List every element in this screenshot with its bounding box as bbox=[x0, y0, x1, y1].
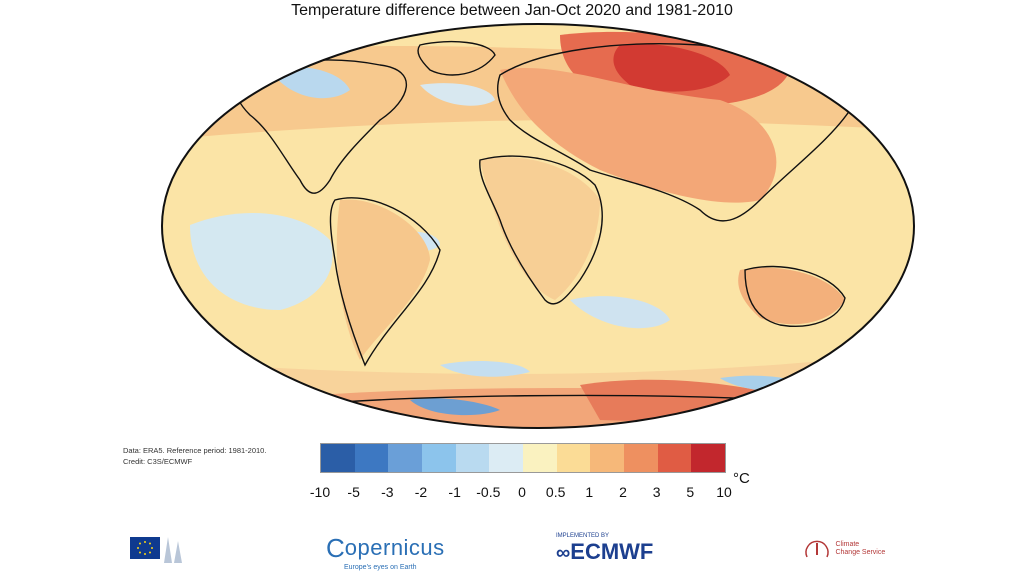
legend-swatch bbox=[691, 444, 726, 472]
north-america-outline bbox=[233, 59, 408, 194]
copernicus-tagline: Europe's eyes on Earth bbox=[344, 564, 417, 571]
ecmwf-logo: IMPLEMENTED BY ∞ECMWF bbox=[556, 533, 653, 565]
ecmwf-implemented-by: IMPLEMENTED BY bbox=[556, 533, 610, 539]
legend-swatch bbox=[657, 444, 692, 472]
color-legend bbox=[320, 443, 726, 473]
logo-bar: Copernicus Europe's eyes on Earth IMPLEM… bbox=[0, 525, 1024, 576]
south-america-outline bbox=[329, 197, 441, 367]
south-america bbox=[336, 199, 430, 360]
copernicus-c-icon: C bbox=[326, 533, 345, 563]
eurasia-warm bbox=[500, 67, 777, 203]
legend-tick-label: 0.5 bbox=[545, 484, 566, 500]
map-title: Temperature difference between Jan-Oct 2… bbox=[291, 2, 733, 19]
legend-swatch bbox=[523, 444, 557, 472]
copernicus-name: opernicus bbox=[344, 535, 445, 560]
siberia-core bbox=[613, 44, 730, 92]
temperature-anomaly-map bbox=[161, 23, 915, 429]
legend-tick-label: -5 bbox=[347, 484, 360, 500]
legend-swatch bbox=[354, 444, 389, 472]
legend-tick-label: -0.5 bbox=[476, 484, 501, 500]
africa bbox=[480, 157, 600, 300]
legend-tick-label: 1 bbox=[585, 484, 594, 500]
legend-tick-label: 0 bbox=[518, 484, 526, 500]
climate-change-service-icon bbox=[805, 540, 829, 558]
globe-border bbox=[161, 23, 915, 429]
ccs-line-2: Change Service bbox=[835, 549, 886, 556]
credits-line-1: Data: ERA5. Reference period: 1981-2010. bbox=[123, 446, 267, 455]
data-credits: Data: ERA5. Reference period: 1981-2010.… bbox=[123, 445, 266, 467]
south-ocean-cool-1 bbox=[440, 360, 530, 377]
pacific-cool bbox=[190, 213, 333, 310]
credits-line-2: Credit: C3S/ECMWF bbox=[123, 457, 193, 466]
ccs-line-1: Climate bbox=[835, 541, 860, 548]
legend-swatch bbox=[422, 444, 456, 472]
legend-unit: °C bbox=[733, 470, 750, 487]
australia bbox=[738, 267, 845, 325]
legend-swatch bbox=[321, 444, 355, 472]
africa-outline bbox=[479, 155, 603, 305]
legend-tick-label: -10 bbox=[309, 484, 331, 500]
legend-tick-label: 10 bbox=[716, 484, 732, 500]
legend-swatch bbox=[624, 444, 658, 472]
eu-flag-icon bbox=[130, 537, 182, 563]
legend-ticks: -10 -5 -3 -2 -1 -0.5 0 0.5 1 2 3 5 10 bbox=[310, 484, 732, 504]
legend-swatch bbox=[556, 444, 591, 472]
legend-swatch bbox=[455, 444, 490, 472]
legend-tick-label: -3 bbox=[381, 484, 394, 500]
copernicus-logo: Copernicus Europe's eyes on Earth bbox=[326, 533, 445, 571]
atlantic-cool bbox=[420, 83, 495, 106]
legend-tick-label: 5 bbox=[686, 484, 695, 500]
eurasia-outline bbox=[497, 43, 851, 222]
ecmwf-logo-icon: ∞ bbox=[556, 542, 571, 564]
ecmwf-name: ECMWF bbox=[570, 539, 654, 564]
legend-swatch bbox=[590, 444, 625, 472]
legend-tick-label: -2 bbox=[414, 484, 428, 500]
ccs-logo: Climate Change Service bbox=[803, 535, 885, 563]
legend-tick-label: -1 bbox=[448, 484, 461, 500]
indian-ocean-cool bbox=[570, 296, 670, 329]
greenland-outline bbox=[417, 40, 496, 76]
legend-swatch bbox=[489, 444, 524, 472]
australia-outline bbox=[744, 265, 846, 327]
legend-tick-label: 2 bbox=[619, 484, 627, 500]
legend-swatch bbox=[388, 444, 423, 472]
weddell-cool bbox=[410, 398, 500, 416]
legend-tick-label: 3 bbox=[652, 484, 661, 500]
